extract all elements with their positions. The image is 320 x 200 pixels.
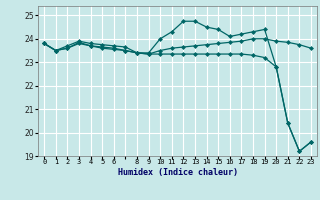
X-axis label: Humidex (Indice chaleur): Humidex (Indice chaleur) (118, 168, 238, 177)
